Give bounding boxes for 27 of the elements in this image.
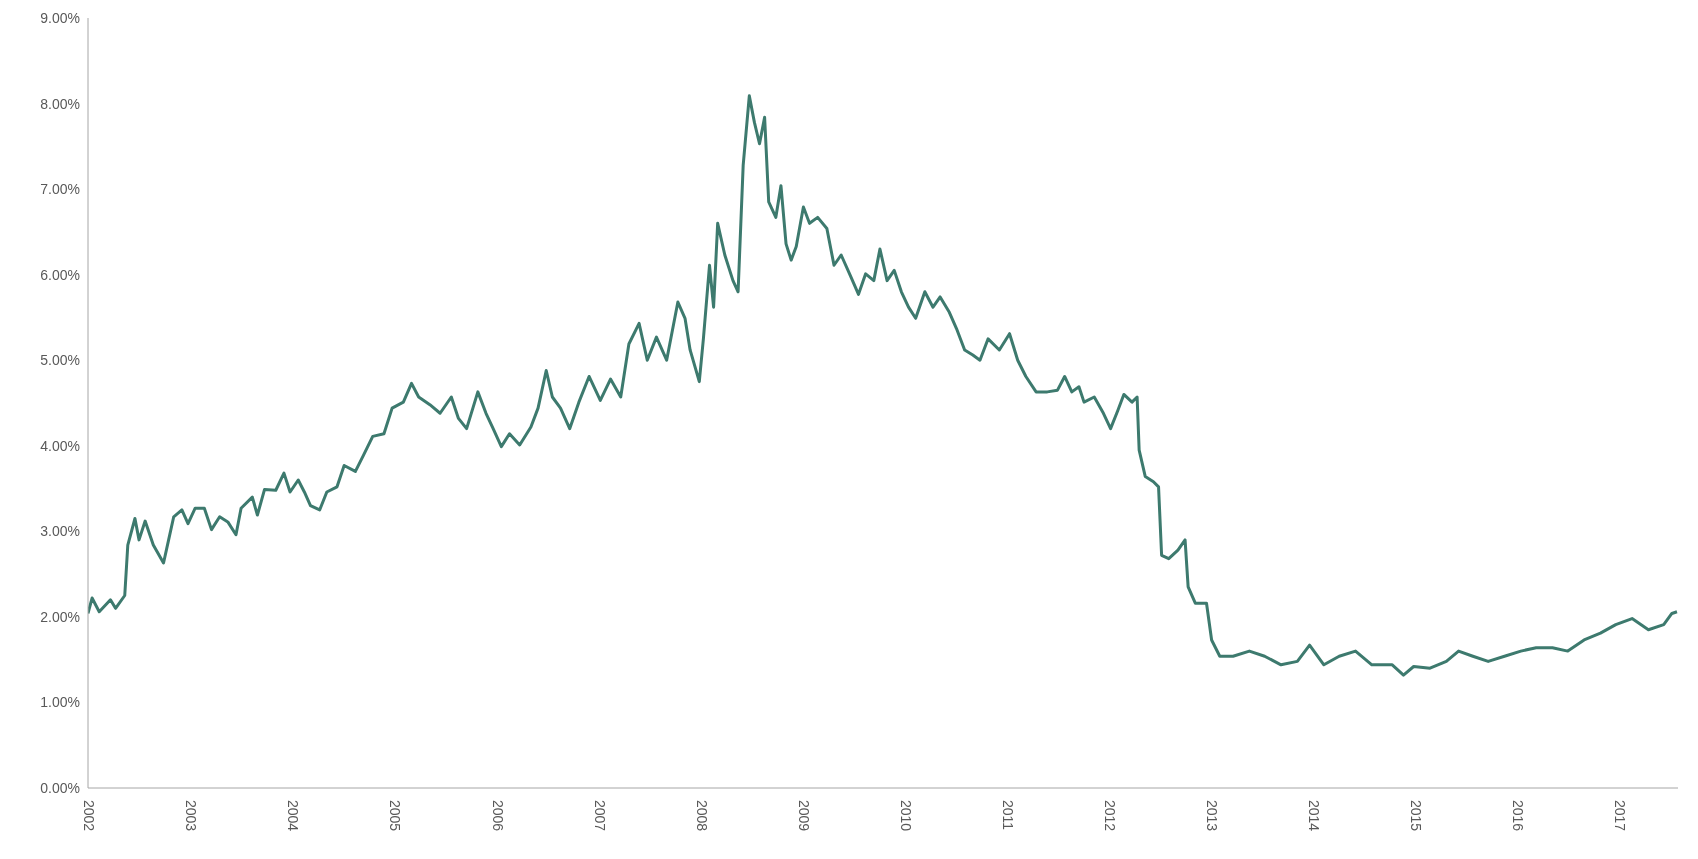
y-tick-label: 7.00% — [40, 181, 80, 198]
x-tick-label: 2006 — [489, 800, 506, 832]
y-tick-label: 8.00% — [40, 95, 80, 112]
x-tick-label: 2003 — [183, 800, 200, 832]
x-tick-label: 2017 — [1612, 800, 1629, 832]
y-tick-label: 4.00% — [40, 437, 80, 454]
y-tick-label: 0.00% — [40, 779, 80, 796]
y-tick-label: 9.00% — [40, 9, 80, 26]
x-tick-label: 2015 — [1408, 800, 1424, 832]
x-tick-label: 2002 — [81, 800, 98, 832]
y-tick-label: 1.00% — [40, 694, 80, 711]
x-tick-label: 2012 — [1101, 800, 1118, 832]
y-tick-label: 5.00% — [40, 352, 80, 369]
x-tick-label: 2010 — [897, 800, 914, 832]
y-tick-label: 3.00% — [40, 523, 80, 540]
x-tick-label: 2004 — [285, 800, 302, 832]
x-tick-label: 2009 — [795, 800, 812, 832]
x-tick-label: 2011 — [999, 800, 1016, 831]
x-tick-label: 2005 — [387, 800, 404, 832]
line-series — [88, 94, 1678, 677]
x-tick-label: 2016 — [1510, 800, 1527, 832]
x-tick-label: 2013 — [1203, 800, 1220, 832]
y-tick-label: 6.00% — [40, 266, 80, 283]
x-tick-label: 2007 — [591, 800, 608, 832]
x-tick-label: 2014 — [1305, 800, 1322, 832]
x-tick-label: 2008 — [693, 800, 710, 832]
y-tick-label: 2.00% — [40, 608, 80, 625]
